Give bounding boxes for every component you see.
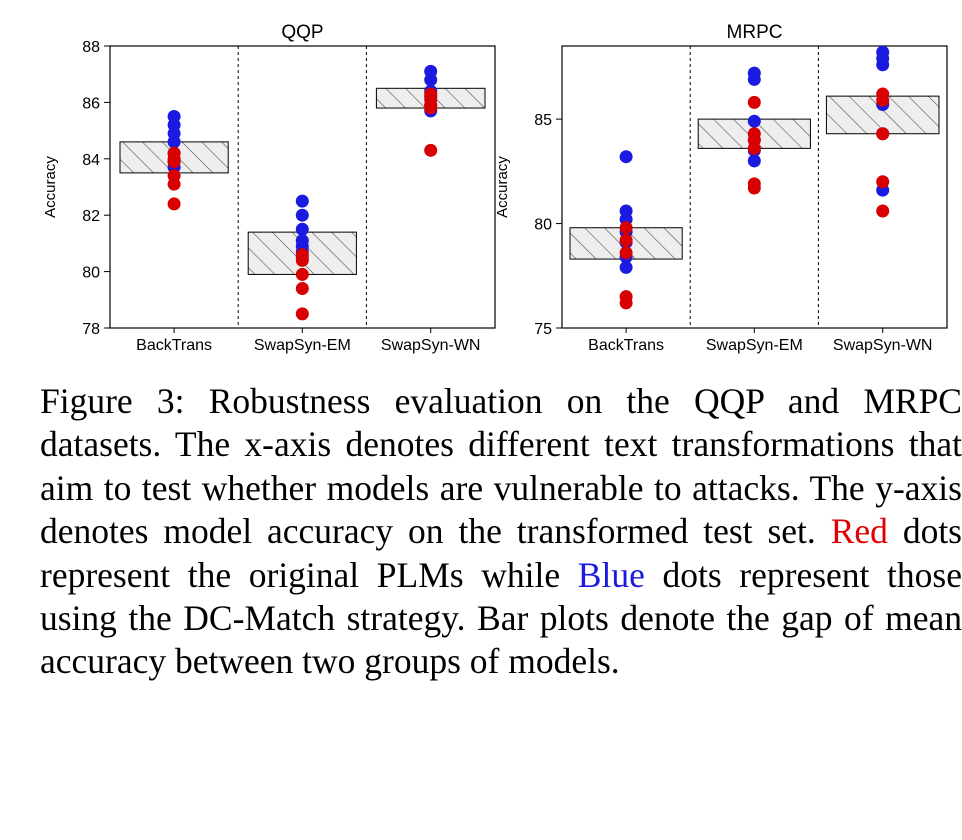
panel-2-dot-red	[876, 204, 890, 218]
panel-1-xtick-label: SwapSyn-EM	[254, 337, 351, 354]
panel-2-dot-blue	[747, 154, 761, 168]
panel-1-ytick-label: 82	[82, 208, 100, 225]
panel-2-xtick-label: BackTrans	[588, 337, 664, 354]
panel-1-ytick-label: 86	[82, 95, 100, 112]
panel-1-dot-red	[167, 155, 181, 169]
panel-1-xtick-label: BackTrans	[136, 337, 212, 354]
panel-2-title: MRPC	[727, 22, 783, 43]
panel-1-dot-red	[295, 307, 309, 321]
panel-2-xtick-label: SwapSyn-WN	[833, 337, 933, 354]
panel-2-dot-red	[619, 233, 633, 247]
panel-2-dot-red	[619, 246, 633, 260]
panel-1-dot-red	[295, 267, 309, 281]
panel-1-ytick-label: 88	[82, 39, 100, 56]
panel-2-ytick-label: 85	[534, 112, 552, 129]
panel-2-ytick-label: 75	[534, 321, 552, 338]
caption-red-word: Red	[830, 511, 888, 552]
panel-2-ylabel: Accuracy	[494, 156, 511, 218]
panel-1-xtick-label: SwapSyn-WN	[381, 337, 481, 354]
panel-1-dot-blue	[424, 73, 438, 87]
panel-2-dot-red	[876, 127, 890, 141]
panel-1-dot-red	[167, 197, 181, 211]
figure-caption: Figure 3: Robustness evaluation on the Q…	[40, 380, 962, 684]
panel-2-dot-blue	[876, 58, 890, 72]
panel-2-dot-blue	[619, 150, 633, 164]
panel-2-dot-red	[876, 175, 890, 189]
panel-2-dot-blue	[747, 114, 761, 128]
panel-2-xtick-label: SwapSyn-EM	[706, 337, 803, 354]
panel-1-title: QQP	[281, 22, 323, 43]
panel-2-dot-red	[747, 141, 761, 155]
caption-text-3: dots represent those using the DC-Match …	[40, 554, 962, 682]
panel-1-dot-blue	[295, 194, 309, 208]
panel-2-dot-red	[747, 95, 761, 109]
panel-1-dot-red	[424, 143, 438, 157]
panel-2-ytick-label: 80	[534, 217, 552, 234]
panel-1-dot-red	[295, 253, 309, 267]
panel-2-dot-blue	[747, 72, 761, 86]
panel-1-ytick-label: 78	[82, 321, 100, 338]
panel-1-ytick-label: 80	[82, 265, 100, 282]
panel-1-dot-red	[295, 282, 309, 296]
panel-1-ylabel: Accuracy	[42, 156, 59, 218]
panel-1-dot-blue	[295, 222, 309, 236]
panel-2-dot-red	[876, 93, 890, 107]
caption-text-1: Figure 3: Robustness evaluation on the Q…	[40, 381, 962, 552]
panel-1-ytick-label: 84	[82, 152, 100, 169]
chart-canvas: QQP Accuracy 78 80 82 84 86 88 BackTrans SwapSyn-…	[42, 22, 948, 354]
panel-2-dot-red	[619, 296, 633, 310]
panel-2-dot-red	[747, 181, 761, 195]
panel-1-dot-red	[167, 177, 181, 191]
panel-1-dot-red	[424, 101, 438, 115]
panel-2-dot-blue	[619, 260, 633, 274]
panel-2-dot-red	[619, 221, 633, 235]
panel-1-dot-blue	[295, 208, 309, 222]
caption-text-2: dots represent the original PLMs while	[40, 511, 962, 595]
caption-blue-word: Blue	[577, 554, 645, 595]
figure: QQP Accuracy 78 80 82 84 86 88 BackTrans SwapSyn-…	[0, 0, 962, 370]
panel-1-dot-blue	[167, 135, 181, 149]
